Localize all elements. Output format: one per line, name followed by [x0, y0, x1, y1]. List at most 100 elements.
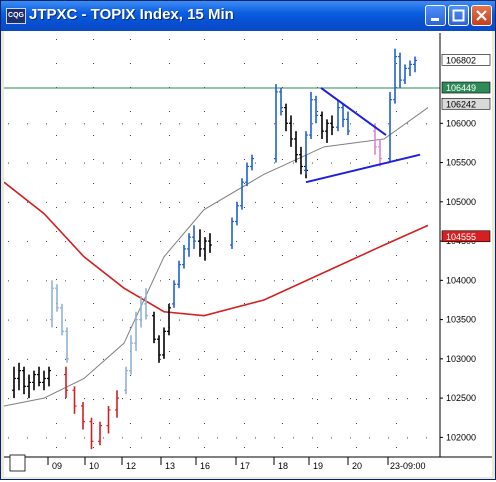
grid-dot [56, 39, 57, 40]
time-axis-label: 19 [313, 461, 323, 471]
candle [129, 335, 133, 375]
maximize-button[interactable] [448, 5, 469, 26]
grid-dot [122, 437, 123, 439]
candle [98, 421, 102, 446]
time-axis-label: 13 [165, 461, 175, 471]
grid-dot [130, 39, 131, 40]
grid-dot [350, 123, 351, 125]
grid-dot [293, 123, 294, 125]
grid-dot [8, 201, 9, 203]
grid-dot [407, 241, 408, 243]
candle [299, 146, 303, 175]
candle [250, 154, 254, 171]
grid-dot [396, 327, 397, 328]
grid-dot [331, 241, 332, 243]
candle [336, 99, 340, 132]
grid-dot [255, 398, 256, 400]
grid-dot [274, 358, 275, 360]
grid-dot [244, 135, 245, 136]
grid-dot [426, 162, 427, 164]
grid-dot [255, 241, 256, 243]
corner-box[interactable] [9, 454, 26, 472]
grid-dot [356, 375, 357, 376]
moving-average-line [3, 181, 429, 317]
grid-dot [130, 63, 131, 64]
grid-dot [169, 231, 170, 232]
grid-dot [27, 123, 28, 125]
grid-dot [179, 319, 180, 321]
grid-dot [46, 398, 47, 400]
grid-dot [46, 358, 47, 360]
grid-dot [274, 437, 275, 439]
grid-dot [103, 162, 104, 164]
grid-dot [407, 280, 408, 282]
grid-dot [204, 87, 205, 88]
grid-dot [8, 319, 9, 321]
grid-dot [255, 358, 256, 360]
moving-average-line [3, 107, 429, 407]
grid-dot [130, 375, 131, 376]
grid-dot [93, 63, 94, 64]
grid-dot [293, 437, 294, 439]
candle [413, 56, 417, 73]
minimize-button[interactable] [425, 5, 446, 26]
grid-dot [169, 135, 170, 136]
grid-dot [65, 319, 66, 321]
candles [12, 48, 417, 450]
time-axis-label: 12 [126, 461, 136, 471]
chart-app-icon[interactable]: CQG [6, 8, 26, 24]
grid-dot [350, 280, 351, 282]
grid-dot [169, 279, 170, 280]
grid-dot [282, 303, 283, 304]
grid-dot [103, 358, 104, 360]
grid-dot [93, 87, 94, 88]
grid-dot [255, 280, 256, 282]
candle [245, 162, 249, 187]
grid-dot [141, 280, 142, 282]
grid-dot [160, 437, 161, 439]
grid-dot [56, 375, 57, 376]
grid-dot [274, 123, 275, 125]
grid-dot [293, 358, 294, 360]
grid-dot [204, 207, 205, 208]
grid-dot [56, 351, 57, 352]
candle [106, 405, 111, 434]
price-chart[interactable]: 1020001025001030001035001040001045001050… [3, 31, 492, 477]
grid-dot [93, 375, 94, 376]
grid-dot [244, 255, 245, 256]
chart-client-area: 1020001025001030001035001040001045001050… [3, 31, 492, 477]
grid-dot [293, 280, 294, 282]
title-bar[interactable]: CQG JTPXC - TOPIX Index, 15 Min [1, 1, 495, 31]
grid-dot [350, 319, 351, 321]
grid-dot [204, 399, 205, 400]
grid-dot [93, 135, 94, 136]
maximize-icon [452, 9, 465, 22]
grid-dot [317, 303, 318, 304]
candle [398, 52, 402, 88]
grid-dot [369, 280, 370, 282]
grid-dot [93, 255, 94, 256]
grid-dot [407, 201, 408, 203]
grid-dot [312, 398, 313, 400]
time-axis-label: 18 [278, 461, 288, 471]
grid-dot [388, 241, 389, 243]
grid-dot [369, 398, 370, 400]
grid-dot [317, 375, 318, 376]
close-button[interactable] [471, 5, 492, 26]
grid-dot [93, 399, 94, 400]
grid-dot [84, 398, 85, 400]
grid-dot [93, 39, 94, 40]
time-axis-label: 17 [240, 461, 250, 471]
grid-dot [8, 162, 9, 164]
price-tag: 106449 [441, 81, 491, 94]
grid-dot [312, 437, 313, 439]
grid-dot [293, 201, 294, 203]
candle [187, 233, 191, 257]
grid-dot [317, 207, 318, 208]
grid-dot [407, 437, 408, 439]
price-tag-box [441, 97, 491, 110]
candle [42, 370, 46, 391]
price-axis-label: 102500 [446, 393, 476, 403]
grid-dot [317, 231, 318, 232]
grid-dot [356, 327, 357, 328]
